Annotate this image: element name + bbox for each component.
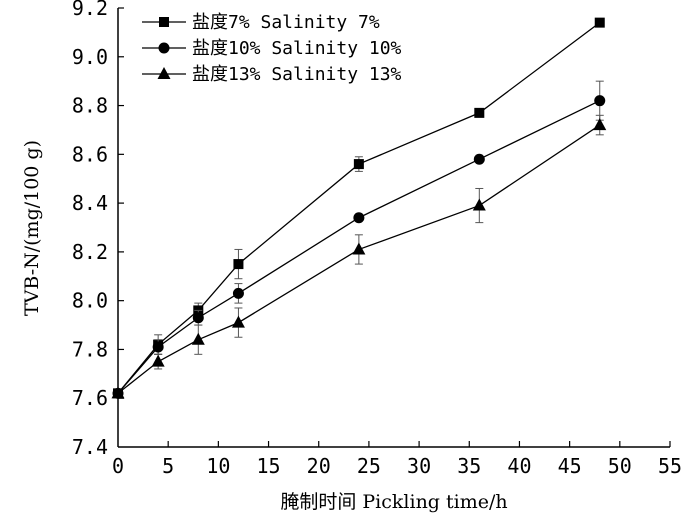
- plot-area: 0 5 10 15 20 25 30 35 40 45 50 55 7.4 7.6 7.8 8.0 8.2 8.…: [72, 0, 682, 478]
- y-tick-label: 8.4: [72, 191, 108, 215]
- y-ticks: 7.4 7.6 7.8 8.0 8.2 8.4 8.6 8.8 9.0 9.2: [72, 0, 124, 459]
- x-tick-label: 45: [558, 454, 582, 478]
- legend-item: 盐度10% Salinity 10%: [142, 38, 402, 59]
- legend-label: 盐度7% Salinity 7%: [192, 12, 380, 33]
- data-point-square: [594, 17, 605, 28]
- data-point-circle: [353, 212, 365, 224]
- y-tick-label: 8.0: [72, 289, 108, 313]
- x-tick-label: 20: [307, 454, 331, 478]
- data-point-triangle: [151, 354, 165, 367]
- data-point-triangle: [191, 332, 205, 345]
- data-point-square: [233, 259, 244, 270]
- y-tick-label: 8.8: [72, 94, 108, 118]
- x-tick-label: 30: [407, 454, 431, 478]
- data-point-square: [474, 107, 485, 118]
- y-tick-label: 9.2: [72, 0, 108, 20]
- legend-label: 盐度10% Salinity 10%: [192, 38, 402, 59]
- data-point-circle: [594, 95, 606, 107]
- y-tick-label: 7.6: [72, 386, 108, 410]
- data-point-square: [353, 159, 364, 170]
- legend-item: 盐度13% Salinity 13%: [142, 64, 402, 85]
- x-tick-label: 55: [658, 454, 682, 478]
- x-tick-label: 10: [206, 454, 230, 478]
- data-point-square: [159, 17, 169, 27]
- y-tick-label: 9.0: [72, 45, 108, 69]
- data-point-triangle: [472, 198, 486, 211]
- x-tick-label: 0: [112, 454, 124, 478]
- series-triangle: [111, 114, 607, 399]
- x-tick-label: 50: [608, 454, 632, 478]
- y-tick-label: 8.6: [72, 142, 108, 166]
- legend: 盐度7% Salinity 7% 盐度10% Salinity 10% 盐度13% …: [142, 12, 402, 85]
- data-point-circle: [232, 287, 244, 299]
- data-point-triangle: [111, 386, 125, 399]
- x-tick-label: 25: [357, 454, 381, 478]
- y-tick-label: 8.2: [72, 240, 108, 264]
- data-point-triangle: [593, 118, 607, 131]
- data-point-circle: [152, 341, 164, 353]
- data-point-triangle: [157, 67, 171, 79]
- x-tick-label: 35: [457, 454, 481, 478]
- y-tick-label: 7.4: [72, 435, 108, 459]
- data-point-circle: [158, 42, 170, 54]
- data-point-triangle: [231, 315, 245, 328]
- y-axis-title: TVB-N/(mg/100 g): [21, 140, 43, 316]
- y-tick-label: 7.8: [72, 337, 108, 361]
- x-tick-label: 40: [507, 454, 531, 478]
- series-group: [111, 17, 607, 399]
- legend-label: 盐度13% Salinity 13%: [192, 64, 402, 85]
- x-ticks: 0 5 10 15 20 25 30 35 40 45 50 55: [112, 441, 682, 478]
- data-point-circle: [192, 312, 204, 324]
- legend-item: 盐度7% Salinity 7%: [142, 12, 380, 33]
- data-point-circle: [473, 153, 485, 165]
- x-tick-label: 15: [256, 454, 280, 478]
- x-tick-label: 5: [162, 454, 174, 478]
- data-point-triangle: [352, 242, 366, 255]
- x-axis-title: 腌制时间 Pickling time/h: [280, 491, 507, 513]
